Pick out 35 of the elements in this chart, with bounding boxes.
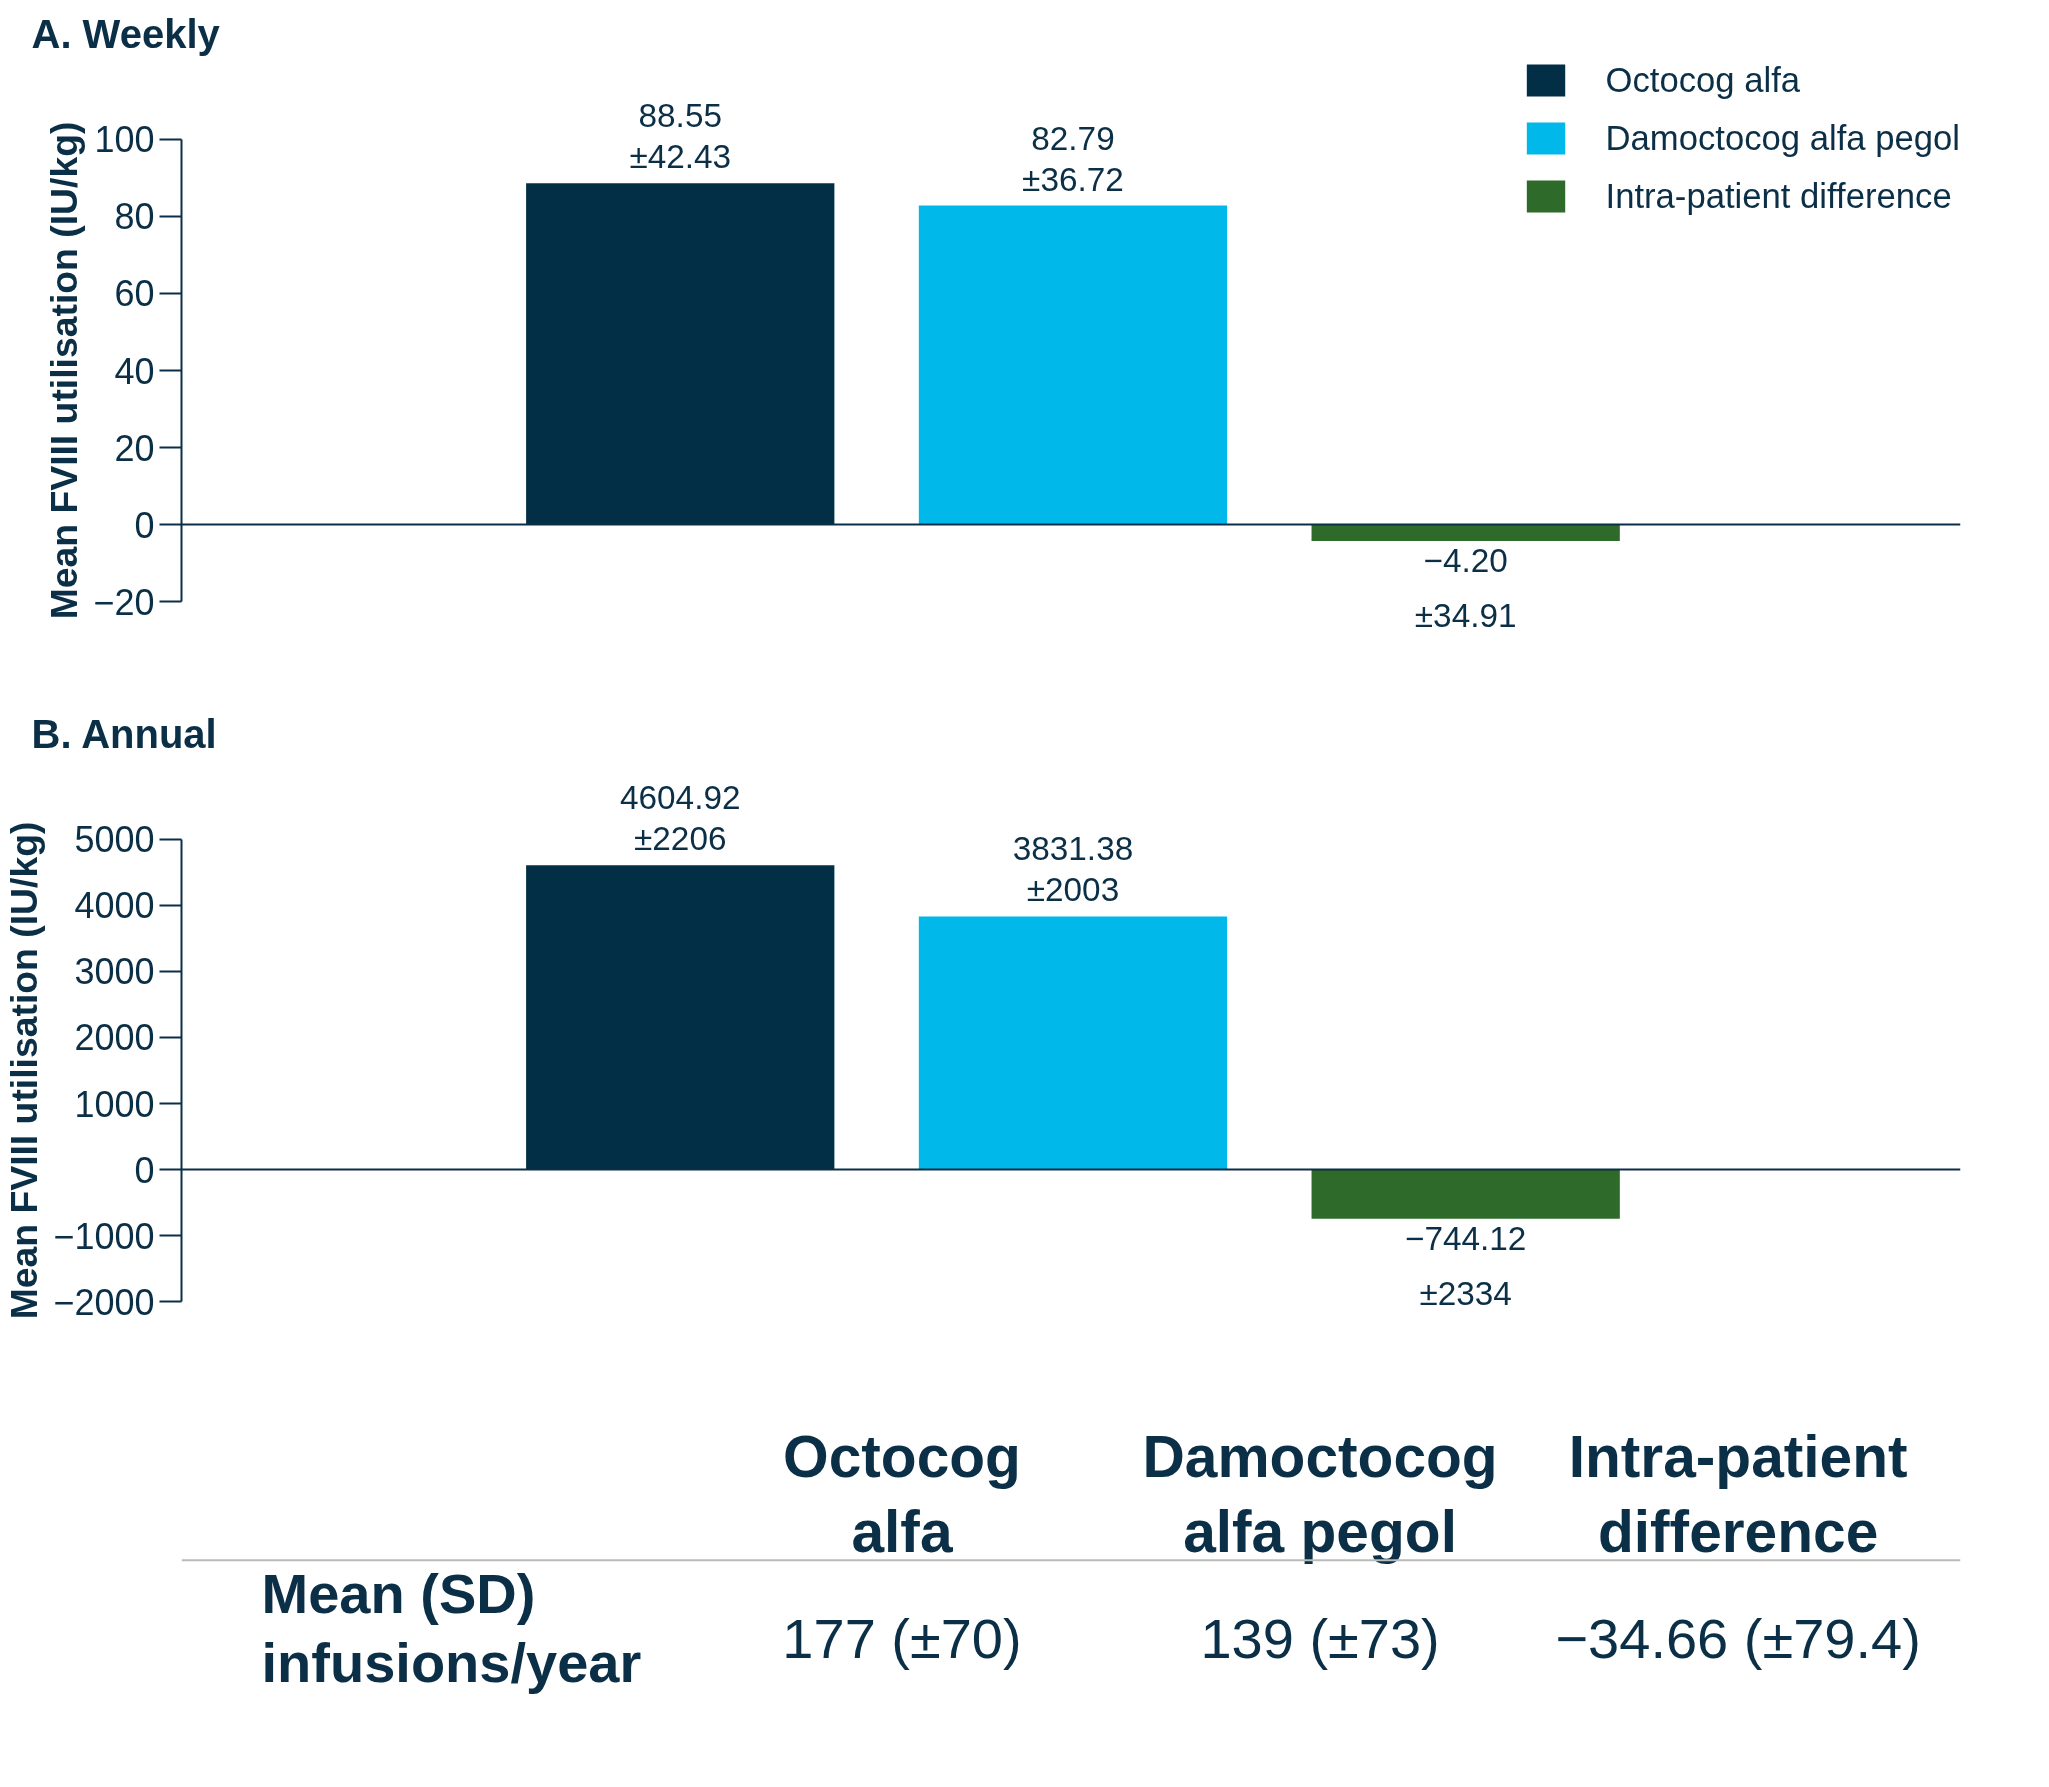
legend-label: Octocog alfa — [1605, 60, 1801, 100]
y-tick-label: −2000 — [53, 1281, 155, 1323]
text: 139 (±73) — [1200, 1607, 1440, 1670]
text: 177 (±70) — [782, 1607, 1022, 1670]
data-label: 3831.38 ±2003 — [1012, 830, 1134, 909]
y-axis-title: Mean FVIII utilisation (IU/kg) — [3, 821, 46, 1320]
y-tick-label: 100 — [94, 119, 155, 161]
chart-title: A. Weekly — [31, 11, 221, 56]
text: Intra-patient difference — [1568, 1424, 1908, 1565]
data-label: 88.55 ±42.43 — [629, 97, 732, 176]
y-axis-title: Mean FVIII utilisation (IU/kg) — [43, 121, 86, 620]
y-tick-label: 40 — [114, 350, 155, 392]
y-tick-label: 2000 — [74, 1017, 155, 1059]
y-tick-label: 0 — [134, 1149, 155, 1191]
legend-label: Damoctocog alfa pegol — [1605, 118, 1960, 158]
data-label: −4.20 ±34.91 — [1414, 541, 1517, 634]
y-tick-label: −20 — [93, 581, 155, 623]
chart-title: B. Annual — [31, 711, 217, 756]
text: −34.66 (±79.4) — [1555, 1607, 1921, 1670]
text: Octocog alfa — [783, 1424, 1021, 1565]
y-tick-label: 80 — [114, 196, 155, 238]
y-tick-label: 3000 — [74, 951, 155, 993]
data-label: 4604.92 ±2206 — [620, 779, 741, 858]
y-tick-label: 0 — [134, 504, 155, 546]
legend-label: Intra-patient difference — [1605, 176, 1952, 216]
y-tick-label: 20 — [114, 427, 155, 469]
y-tick-label: 60 — [114, 273, 155, 315]
y-tick-label: 1000 — [74, 1083, 155, 1125]
text: Mean (SD) infusions/year — [261, 1562, 642, 1695]
data-label: −744.12 ±2334 — [1404, 1219, 1527, 1312]
y-tick-label: −1000 — [53, 1215, 155, 1257]
y-tick-label: 4000 — [74, 885, 155, 927]
data-label: 82.79 ±36.72 — [1022, 119, 1124, 198]
text: Damoctocog alfa pegol — [1142, 1424, 1498, 1565]
y-tick-label: 5000 — [74, 819, 155, 861]
